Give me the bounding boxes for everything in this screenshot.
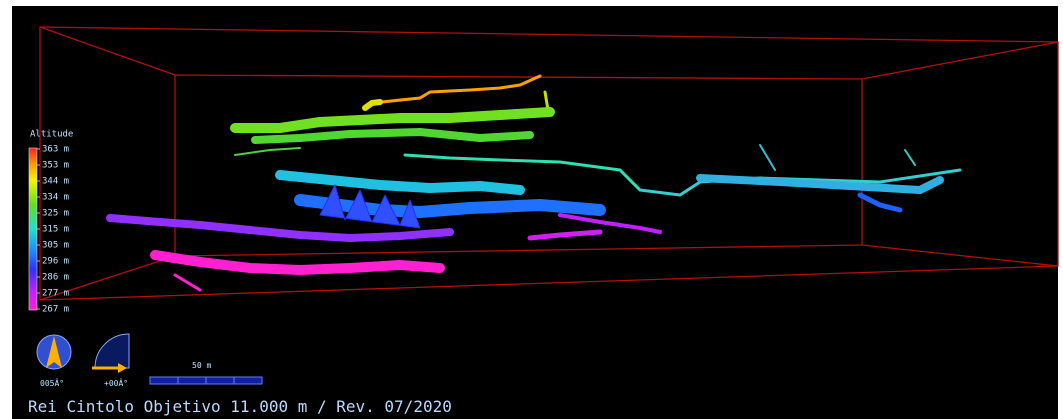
- legend-label: 353 m: [42, 161, 69, 171]
- legend-label: 363 m: [42, 145, 69, 155]
- legend-label: 267 m: [42, 305, 69, 315]
- bounding-box: [39, 26, 1059, 301]
- legend-label: 334 m: [42, 193, 69, 203]
- legend-label: 325 m: [42, 209, 69, 219]
- cave-passages: [106, 74, 962, 292]
- legend-label: 305 m: [42, 241, 69, 251]
- scale-bar: [149, 376, 263, 385]
- legend-label: 277 m: [42, 289, 69, 299]
- legend-label: 315 m: [42, 225, 69, 235]
- footer-caption: Rei Cintolo Objetivo 11.000 m / Rev. 07/…: [28, 397, 452, 416]
- altitude-color-bar: [28, 147, 38, 311]
- compass-heading: 005Â°: [40, 377, 64, 388]
- tilt-value: +00Â°: [104, 377, 128, 388]
- viewport-background: [12, 6, 1058, 419]
- legend-label: 296 m: [42, 257, 69, 267]
- tilt-indicator: [92, 333, 130, 373]
- compass: [36, 334, 72, 370]
- legend-label: 286 m: [42, 273, 69, 283]
- scale-label: 50 m: [192, 361, 211, 370]
- legend-label: 344 m: [42, 177, 69, 187]
- legend-title: Altitude: [30, 130, 73, 140]
